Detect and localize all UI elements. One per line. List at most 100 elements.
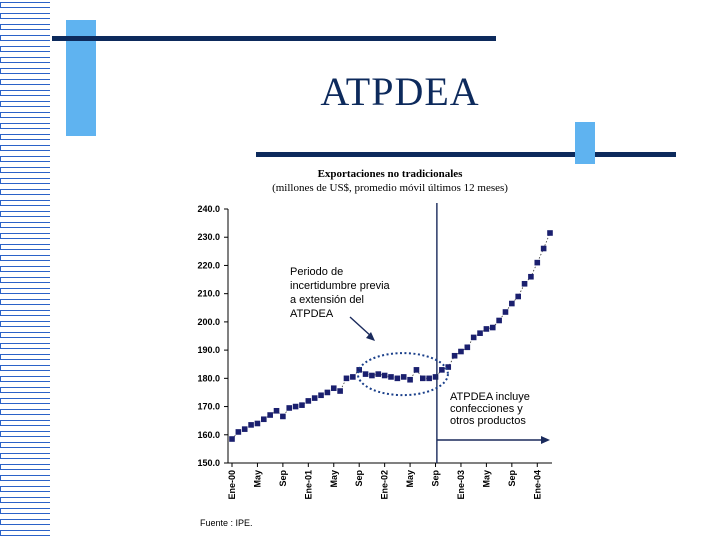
- atpdea-arrow-head: [541, 436, 550, 444]
- y-tick-label: 160.0: [197, 430, 220, 440]
- data-point: [547, 230, 553, 236]
- data-point: [369, 372, 375, 379]
- title-bottom-rule: [256, 152, 676, 157]
- y-tick-label: 170.0: [197, 402, 220, 412]
- y-tick-label: 230.0: [197, 232, 220, 242]
- data-point: [502, 309, 509, 315]
- stripe: [0, 134, 50, 140]
- stripe: [0, 178, 50, 184]
- y-tick-label: 190.0: [197, 345, 220, 355]
- chart: 240.0 230.0 220.0 210.0 200.0 190.0 180.0 170.0…: [197, 203, 553, 500]
- stripe: [0, 156, 50, 162]
- x-tick-label: May: [252, 470, 262, 488]
- data-point: [229, 436, 235, 442]
- stripe: [0, 431, 50, 437]
- stripe: [0, 420, 50, 426]
- x-tick-label: May: [405, 470, 415, 488]
- stripe: [0, 332, 50, 338]
- stripe: [0, 145, 50, 151]
- data-point: [337, 388, 343, 394]
- data-point: [388, 374, 394, 380]
- data-point: [375, 371, 382, 377]
- data-point: [356, 367, 362, 373]
- x-tick-label: Sep: [507, 470, 517, 487]
- stripe: [0, 112, 50, 118]
- stripe: [0, 167, 50, 173]
- y-tick-label: 210.0: [197, 289, 220, 299]
- slide-title: ATPDEA: [320, 69, 480, 114]
- x-tick-label: Ene-03: [456, 470, 466, 500]
- chart-subtitle: (millones de US$, promedio móvil últimos…: [272, 182, 508, 194]
- y-tick-label: 180.0: [197, 373, 220, 383]
- stripe: [0, 244, 50, 250]
- y-tick-label: 150.0: [197, 458, 220, 468]
- stripe: [0, 101, 50, 107]
- stripe: [0, 68, 50, 74]
- data-point: [261, 416, 267, 423]
- source-footnote: Fuente : IPE.: [200, 518, 253, 528]
- data-point: [292, 403, 299, 410]
- data-point: [394, 375, 401, 382]
- data-point: [515, 293, 521, 300]
- data-point: [464, 344, 471, 351]
- data-point: [489, 324, 496, 331]
- data-point: [534, 259, 541, 266]
- stripe: [0, 189, 50, 195]
- data-point: [407, 376, 413, 383]
- stripe: [0, 200, 50, 206]
- y-tick-label: 220.0: [197, 260, 220, 270]
- data-point: [235, 429, 242, 435]
- stripe: [0, 387, 50, 393]
- stripe: [0, 211, 50, 217]
- stripe: [0, 398, 50, 404]
- stripe: [0, 376, 50, 382]
- data-point: [420, 375, 426, 382]
- stripe: [0, 486, 50, 492]
- data-point: [311, 395, 318, 401]
- x-tick-label: Ene-04: [532, 470, 542, 500]
- data-point: [439, 367, 445, 373]
- x-tick-label: Ene-01: [303, 470, 313, 500]
- data-point: [426, 375, 432, 382]
- y-tick-label: 240.0: [197, 204, 220, 214]
- stripe: [0, 35, 50, 41]
- stripe: [0, 24, 50, 30]
- data-point: [343, 375, 350, 382]
- data-point: [445, 364, 452, 370]
- stripe: [0, 343, 50, 349]
- data-point: [318, 392, 324, 399]
- stripe: [0, 46, 50, 52]
- decorative-stripe-pattern: [0, 0, 50, 540]
- chart-title-block: Exportaciones no tradicionales (millones…: [230, 167, 550, 195]
- x-tick-label: Sep: [431, 470, 441, 487]
- data-point: [286, 405, 293, 411]
- stripe: [0, 321, 50, 327]
- data-point: [528, 273, 534, 280]
- data-point: [299, 402, 305, 408]
- stripe: [0, 57, 50, 63]
- data-point: [477, 330, 483, 336]
- data-point: [458, 348, 464, 355]
- annotation-left-line: ATPDEA: [290, 308, 334, 320]
- stripe: [0, 90, 50, 96]
- data-point: [521, 280, 528, 287]
- data-point: [241, 426, 248, 432]
- data-point: [432, 374, 439, 380]
- stripe: [0, 79, 50, 85]
- stripe: [0, 277, 50, 283]
- stripe: [0, 453, 50, 459]
- data-point: [483, 326, 490, 332]
- y-tick-label: 200.0: [197, 317, 220, 327]
- data-point: [254, 420, 261, 427]
- stripe: [0, 233, 50, 239]
- stripe: [0, 299, 50, 305]
- annotation-arrow-head: [366, 332, 375, 341]
- data-point: [400, 374, 407, 380]
- stripe: [0, 464, 50, 470]
- x-tick-label: Sep: [278, 470, 288, 487]
- data-point: [305, 398, 312, 404]
- stripe: [0, 13, 50, 19]
- stripe: [0, 409, 50, 415]
- data-point: [381, 372, 388, 379]
- annotation-arrow-line: [349, 316, 373, 338]
